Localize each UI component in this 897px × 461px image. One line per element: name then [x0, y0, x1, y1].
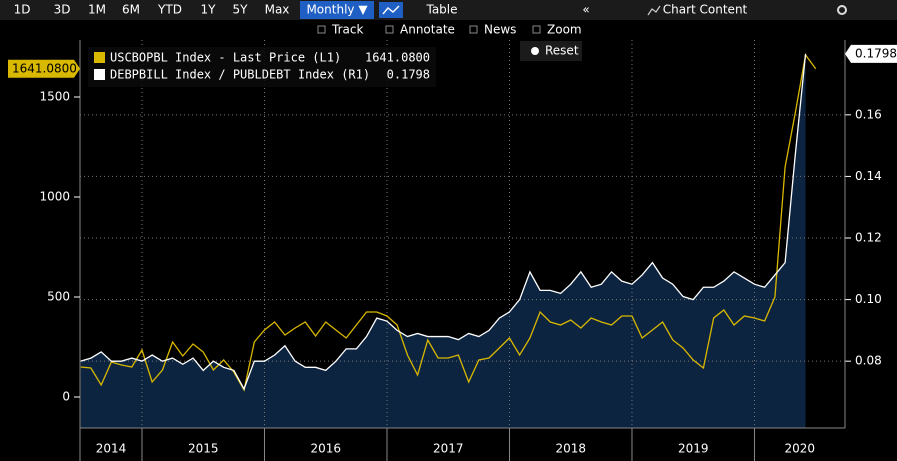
legend-value: 0.1798 — [387, 68, 430, 82]
area — [80, 53, 806, 428]
y-tick-label: 1000 — [39, 190, 70, 204]
y2-tick-label: 0.16 — [855, 107, 882, 121]
x-tick-label: 2014 — [96, 442, 127, 456]
x-tick-label: 2017 — [433, 442, 464, 456]
tool-icon — [317, 25, 326, 34]
tool-icon — [385, 25, 394, 34]
x-tick-label: 2020 — [784, 442, 815, 456]
y2-tick-label: 0.14 — [855, 169, 882, 183]
legend-value: 1641.0800 — [365, 51, 430, 65]
y-tick-label: 0 — [62, 390, 70, 404]
tool-button[interactable]: Zoom — [547, 23, 582, 37]
period-button[interactable]: 1M — [88, 3, 106, 17]
settings-icon[interactable] — [837, 5, 847, 15]
period-button[interactable]: 3D — [54, 3, 71, 17]
y2-tick-label: 0.12 — [855, 231, 882, 245]
y-tick-label: 500 — [47, 290, 70, 304]
period-button[interactable]: 1D — [14, 3, 31, 17]
frequency[interactable]: Monthly ▼ — [306, 3, 368, 17]
collapse-button[interactable]: « — [582, 3, 589, 17]
legend-label: USCBOPBL Index - Last Price (L1) — [110, 51, 341, 65]
x-tick-label: 2018 — [555, 442, 586, 456]
series-line — [80, 53, 817, 392]
tool-button[interactable]: Track — [331, 23, 363, 37]
chart-content-button[interactable]: Chart Content — [663, 3, 748, 17]
tool-icon — [469, 25, 478, 34]
reset-icon — [531, 47, 539, 55]
reset-panel — [520, 41, 582, 61]
period-button[interactable]: 5Y — [233, 3, 249, 17]
series-line — [80, 53, 807, 391]
y2-tick-label: 0.08 — [855, 354, 882, 368]
last-value-box — [8, 59, 80, 78]
period-button[interactable]: 6M — [122, 3, 140, 17]
period-button[interactable]: Max — [265, 3, 290, 17]
period-button[interactable]: YTD — [157, 3, 182, 17]
period-button[interactable]: 1Y — [201, 3, 217, 17]
last-value-label: 0.1798 — [855, 46, 897, 60]
table-button[interactable]: Table — [425, 3, 457, 17]
x-tick-label: 2015 — [188, 442, 219, 456]
y2-tick-label: 0.10 — [855, 292, 882, 306]
reset-button[interactable]: Reset — [545, 44, 579, 58]
legend — [88, 47, 436, 87]
tool-button[interactable]: Annotate — [400, 23, 455, 37]
legend-label: DEBPBILL Index / PUBLDEBT Index (R1) — [110, 68, 370, 82]
tool-icon — [532, 25, 541, 34]
content-icon — [647, 5, 661, 16]
tool-button[interactable]: News — [484, 23, 516, 37]
y-tick-label: 1500 — [39, 90, 70, 104]
last-value-box — [845, 44, 897, 63]
frequency-button[interactable] — [300, 1, 374, 19]
x-tick-label: 2019 — [678, 442, 709, 456]
chart-type-icon — [382, 5, 400, 15]
x-tick-label: 2016 — [310, 442, 341, 456]
last-value-label: 1641.0800 — [12, 61, 77, 75]
legend-swatch — [94, 69, 105, 80]
toolbar — [0, 0, 897, 20]
legend-swatch — [94, 52, 105, 63]
